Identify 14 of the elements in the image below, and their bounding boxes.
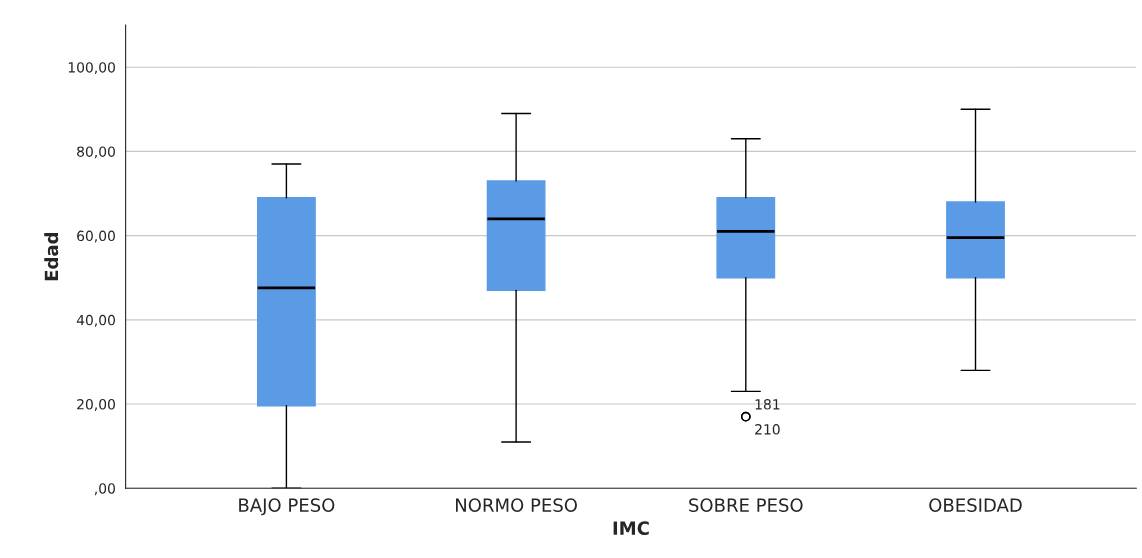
y-tick-label: 80,00 — [77, 146, 115, 159]
x-tick-label: BAJO PESO — [239, 498, 335, 516]
y-tick-label: 40,00 — [76, 314, 115, 327]
y-tick-label: 100,00 — [68, 62, 115, 75]
x-axis-title: IMC — [613, 521, 649, 535]
annotation: 210 — [755, 424, 780, 435]
y-axis-title: Edad — [44, 233, 59, 281]
annotation: 181 — [755, 399, 780, 410]
y-tick-label: 20,00 — [77, 399, 115, 411]
x-tick-label: OBESIDAD — [929, 498, 1022, 512]
y-tick-label: ,00 — [94, 483, 115, 496]
x-tick-label: SOBRE PESO — [689, 498, 803, 512]
y-tick-label: 60,00 — [77, 230, 115, 243]
x-tick-label: NORMO PESO — [455, 498, 577, 512]
